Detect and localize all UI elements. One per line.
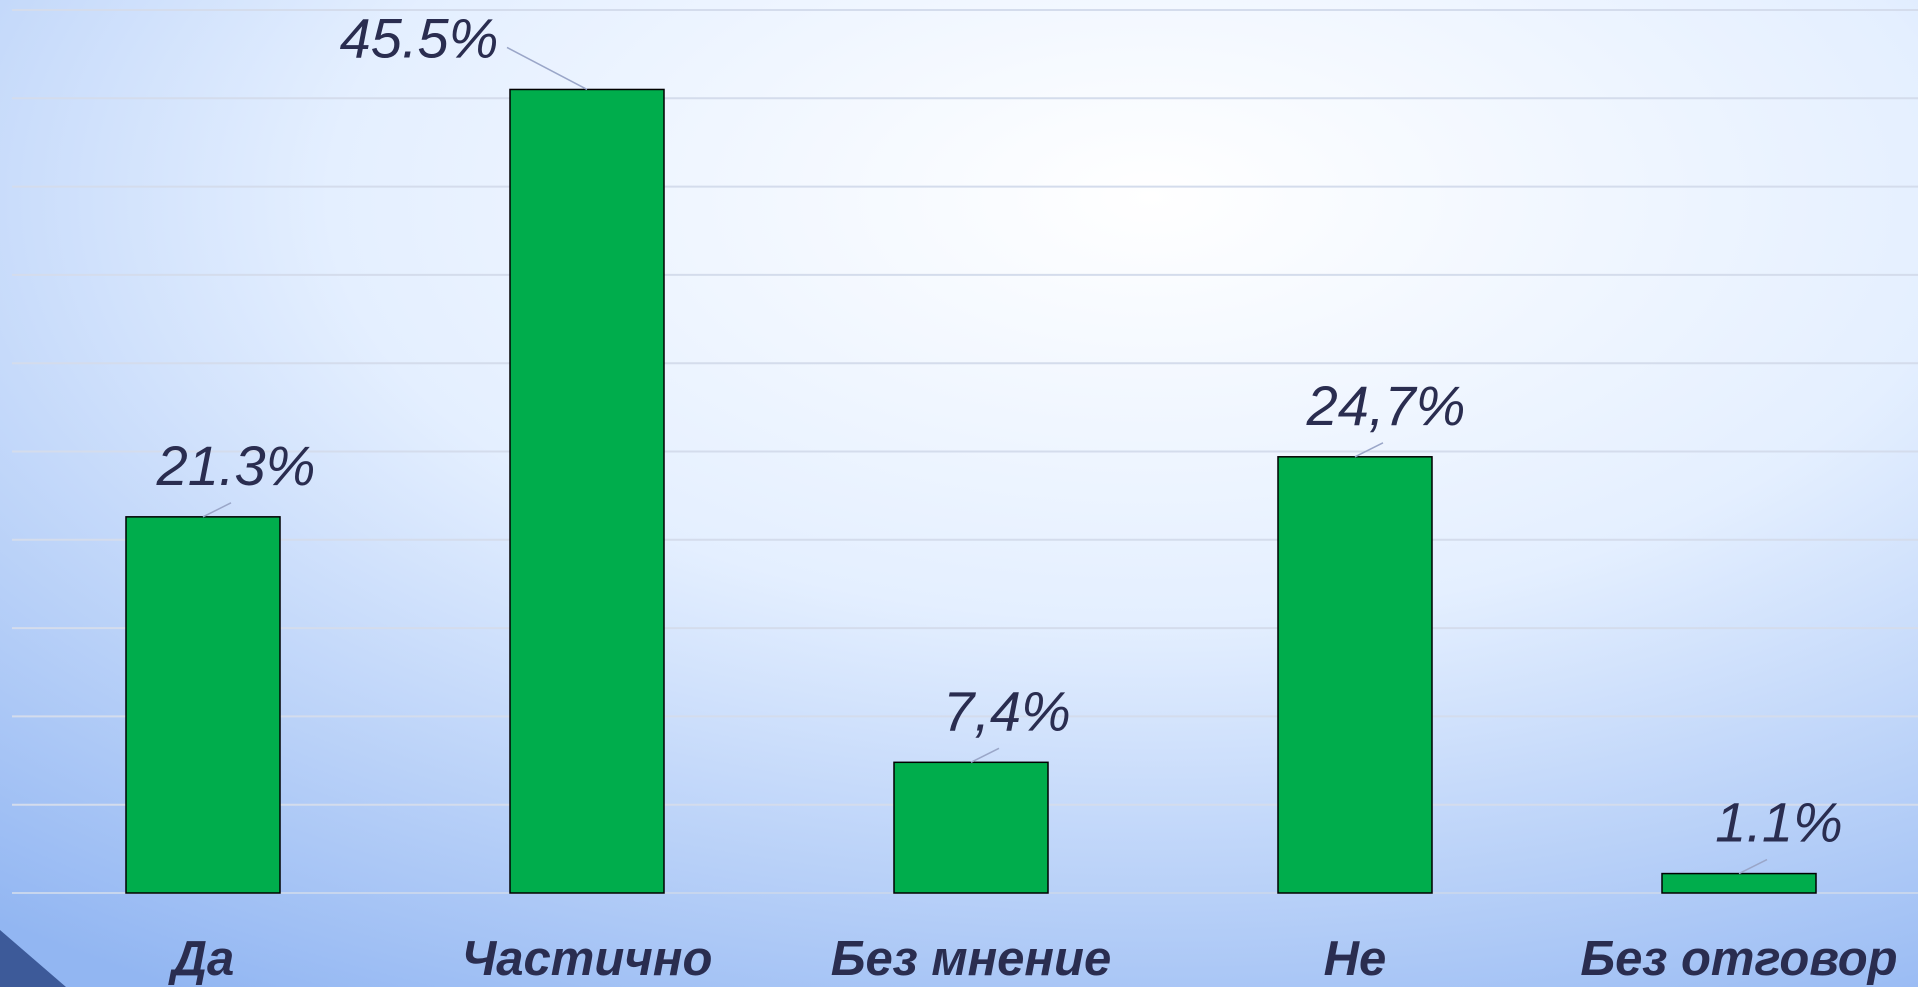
value-label: 24,7% (1306, 374, 1466, 437)
bar (1661, 872, 1817, 894)
value-label: 21.3% (156, 434, 316, 497)
x-tick-label: Да (168, 932, 235, 986)
value-label: 1.1% (1715, 791, 1843, 854)
corner-decoration (0, 930, 66, 987)
x-tick-label: Без мнение (831, 932, 1111, 986)
x-tick-label: Без отговор (1580, 932, 1897, 986)
bar (509, 88, 665, 894)
leader-line (970, 747, 1000, 763)
bar (893, 761, 1049, 894)
leader-line (506, 46, 588, 91)
value-label: 7,4% (943, 679, 1071, 742)
x-tick-label: Частично (462, 932, 713, 986)
value-label: 45.5% (340, 6, 499, 69)
leader-line (1354, 442, 1384, 458)
bar (1277, 456, 1433, 894)
leader-line (1738, 858, 1768, 875)
bar (125, 516, 281, 894)
x-tick-label: Не (1324, 932, 1387, 986)
leader-line (202, 502, 232, 518)
